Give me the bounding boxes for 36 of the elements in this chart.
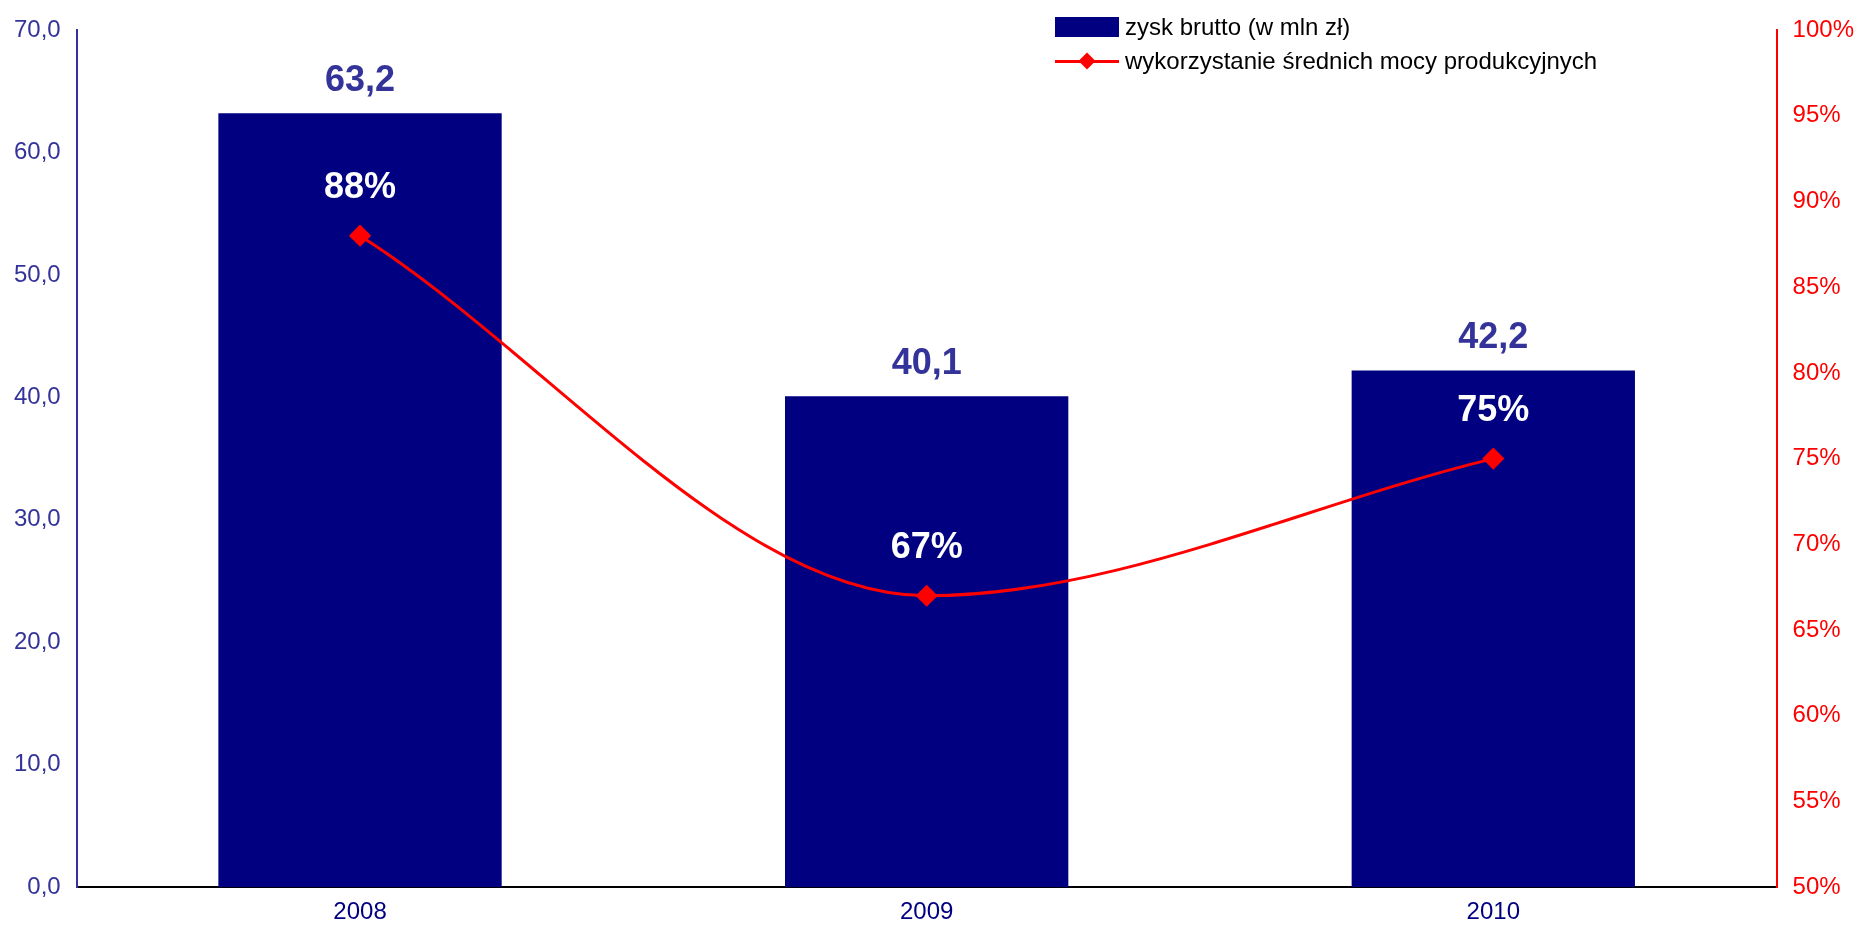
y2-tick-label: 70% <box>1792 528 1841 556</box>
data-label: 75% <box>1457 387 1530 429</box>
y-tick-label: 0,0 <box>27 871 61 899</box>
data-label: 88% <box>324 164 397 206</box>
data-label: 63,2 <box>324 58 396 100</box>
y-tick-label: 40,0 <box>13 382 61 409</box>
legend-label: zysk brutto (w mln zł) <box>1125 13 1351 41</box>
x-tick-label: 2010 <box>1466 897 1520 925</box>
point <box>1482 448 1504 470</box>
bar <box>218 113 502 888</box>
y-tick-label: 50,0 <box>13 259 61 287</box>
point <box>916 585 938 607</box>
y2-tick-label: 85% <box>1792 271 1841 299</box>
y2-tick-label: 80% <box>1792 357 1841 385</box>
legend-label: wykorzystanie średnich mocy produkcyjnych <box>1125 47 1598 75</box>
y2-tick-label: 60% <box>1792 700 1841 728</box>
bar <box>1351 370 1635 888</box>
data-label: 42,2 <box>1458 315 1529 357</box>
y2-tick-label: 100% <box>1792 14 1855 42</box>
y2-tick-label: 65% <box>1792 614 1841 642</box>
y-tick-label: 70,0 <box>13 14 61 42</box>
y2-tick-label: 90% <box>1792 186 1841 214</box>
y-tick-label: 20,0 <box>13 626 61 654</box>
data-label: 40,1 <box>891 341 962 383</box>
data-label: 67% <box>890 524 963 566</box>
y2-tick-label: 55% <box>1792 786 1841 814</box>
y-tick-label: 30,0 <box>13 504 61 532</box>
y-tick-label: 10,0 <box>13 749 61 777</box>
bar <box>785 396 1069 888</box>
y2-tick-label: 95% <box>1792 100 1841 128</box>
point <box>349 225 371 247</box>
x-tick-label: 2009 <box>899 897 954 925</box>
y2-tick-label: 75% <box>1792 443 1841 471</box>
y2-tick-label: 50% <box>1792 871 1841 899</box>
x-tick-label: 2008 <box>333 897 387 925</box>
y-tick-label: 60,0 <box>13 137 61 165</box>
